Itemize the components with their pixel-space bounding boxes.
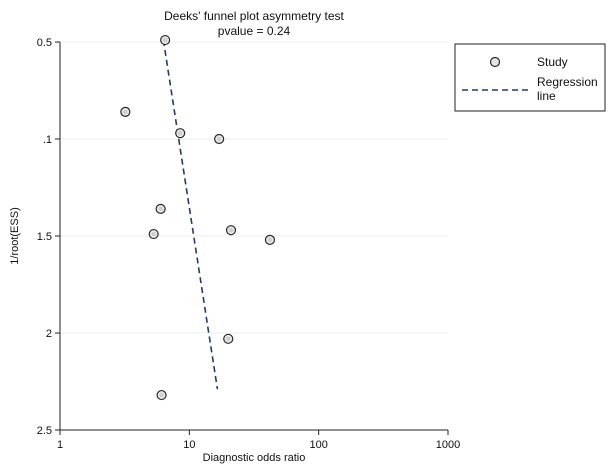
x-tick-label-0: 1 [57,439,63,451]
study-point-core-2 [178,130,183,136]
study-point-5 [148,228,159,240]
study-point-core-1 [123,109,128,115]
study-point-core-4 [158,206,163,212]
study-points-layer [120,34,276,401]
study-point-core-7 [267,237,273,243]
study-point-core-8 [226,336,231,342]
axis-layer: 0.5 .1 1.5 2 2.5 1 10 100 1000 [37,37,461,451]
study-point-1 [120,106,131,117]
study-point-8 [223,333,234,344]
chart-subtitle: pvalue = 0.24 [218,24,291,38]
study-point-core-9 [159,392,164,398]
study-point-3 [214,133,225,145]
y-tick-label-1: .1 [43,134,52,146]
study-point-6 [225,225,237,236]
y-tick-label-3: 2 [46,328,52,340]
legend-regression-label-line-1: Regression [537,75,598,89]
legend-study-label: Study [537,55,568,69]
x-tick-label-1: 10 [183,439,195,451]
regression-line-layer [162,39,219,390]
study-point-core-0 [162,37,168,43]
legend-regression-label: Regression line [537,75,601,103]
x-tick-label-3: 1000 [436,439,460,451]
legend-box [454,43,606,112]
x-tick-label-2: 100 [309,439,327,451]
x-axis-title: Diagnostic odds ratio [203,452,306,464]
study-point-core-6 [228,227,234,233]
study-point-core-3 [216,136,222,142]
y-tick-label-2: 1.5 [37,231,52,243]
study-point-core-5 [151,231,156,237]
study-point-4 [155,203,166,214]
study-point-0 [160,34,171,46]
legend-regression-label-line-2: line [537,89,556,103]
chart-title: Deeks' funnel plot asymmetry test [164,9,344,23]
grid-layer [60,41,448,334]
y-tick-label-4: 2.5 [37,425,52,437]
study-point-9 [156,389,167,401]
y-axis-title: 1/root(ESS) [9,207,21,264]
legend-study-marker [489,56,501,68]
y-tick-label-0: 0.5 [37,37,52,49]
study-point-7 [264,234,276,245]
study-point-2 [175,128,186,139]
legend: Study Regression line [454,43,606,112]
regression-line [162,39,219,390]
